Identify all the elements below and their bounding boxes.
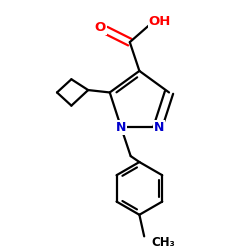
Text: CH₃: CH₃	[151, 236, 175, 249]
Text: OH: OH	[148, 15, 171, 28]
Text: N: N	[154, 121, 164, 134]
Text: O: O	[94, 21, 106, 34]
Text: N: N	[116, 121, 126, 134]
